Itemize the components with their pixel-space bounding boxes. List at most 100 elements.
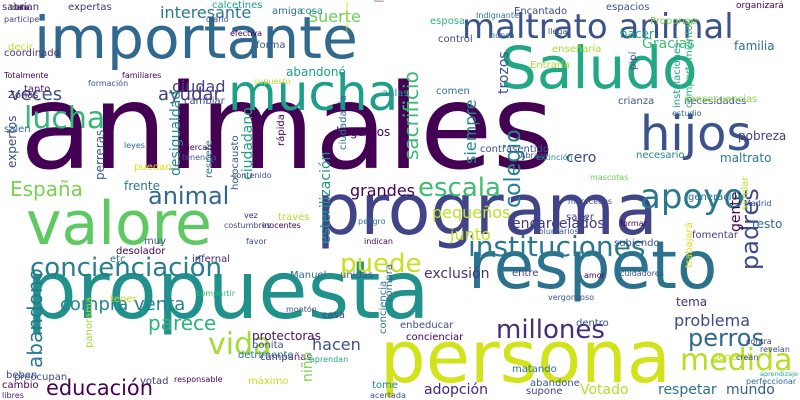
word-frente: frente xyxy=(124,179,160,193)
word-hola: Hola xyxy=(10,3,28,12)
word-mascotas: mascotas xyxy=(590,173,628,182)
word-salen: salen xyxy=(4,124,31,135)
word-respetar: respetar xyxy=(658,382,717,398)
word-infernal: infernal xyxy=(192,254,230,265)
word-escala: escala xyxy=(418,173,501,203)
word-totalmente: Totalmente xyxy=(3,71,49,80)
word-participe: participe xyxy=(4,15,39,24)
word-gente: gente xyxy=(728,192,744,232)
word-responsabilidad: responsabilidad xyxy=(344,1,349,32)
word-esposa: esposa xyxy=(430,16,465,27)
word-vez: vez xyxy=(244,211,258,220)
word-forma: forma xyxy=(256,40,285,51)
word-diario: diario xyxy=(206,15,229,24)
word-expertas: expertas xyxy=(68,2,112,13)
word-bonita: bonita xyxy=(252,340,284,351)
word-contra: contra xyxy=(746,337,772,346)
word-gracias: Gracias xyxy=(642,36,695,52)
word-madrid: Madrid xyxy=(744,199,771,208)
word-costumbres: costumbres xyxy=(224,221,271,230)
word-espacios: espacios xyxy=(606,2,649,13)
word-respeto: respeto xyxy=(468,227,717,304)
word-llegar: llegar xyxy=(548,27,571,36)
word-llegamos: llegamos xyxy=(336,125,390,139)
word-inocentes: inocentes xyxy=(262,221,301,230)
word-junto: junto xyxy=(449,225,491,244)
word-tome: tome xyxy=(372,380,398,391)
word-conciencia: conciencia xyxy=(378,281,389,334)
word-abandone: abandone xyxy=(530,378,580,389)
word-vergonzoso: vergonzoso xyxy=(548,293,594,302)
word-compartir: compartir xyxy=(196,289,236,298)
word-programa: programa xyxy=(316,169,658,251)
word-propongo: Propongo xyxy=(650,16,697,27)
word-efectiva: efectiva xyxy=(230,29,262,38)
word-adopción: adopción xyxy=(424,382,488,398)
word-problema: problema xyxy=(674,311,750,330)
word-calcetines: calcetines xyxy=(212,0,262,11)
word-españa: España xyxy=(10,177,83,201)
word-ciudadanía: ciudadanía xyxy=(337,95,349,150)
word-través: través xyxy=(278,211,309,223)
word-perfeccionar: perfeccionar xyxy=(746,377,797,386)
word-detrimento: detrimento xyxy=(238,350,294,361)
word-holocausto: holocausto xyxy=(230,135,241,190)
word-niño: niño xyxy=(300,352,316,382)
word-supuesto: supuesto xyxy=(254,77,291,86)
word-padres: padres xyxy=(736,188,764,270)
word-respete: respete xyxy=(204,140,215,178)
word-hijos: hijos xyxy=(640,106,751,162)
word-maltrato-animal: maltrato animal xyxy=(462,7,734,47)
word-similar: similar xyxy=(740,176,751,210)
word-mucha: mucha xyxy=(228,64,398,122)
word-trozos: trozos xyxy=(496,51,512,94)
word-crianza: crianza xyxy=(618,96,654,107)
word-rápida: rápida xyxy=(275,114,287,146)
word-votado: Votado xyxy=(580,382,629,398)
word-nunca: nunca xyxy=(490,31,515,40)
word-ciudadano: ciudadano xyxy=(240,107,256,180)
word-colegio: colegio xyxy=(501,129,526,208)
word-pipí: pipí xyxy=(627,51,639,70)
word-unidas: unidas xyxy=(340,270,373,281)
word-siempre: siempre xyxy=(461,100,480,164)
word-familiares: familiares xyxy=(122,71,161,80)
word-ciudad: ciudad xyxy=(172,77,226,96)
word-cero: cero xyxy=(566,150,596,166)
word-animales: animales xyxy=(20,58,554,196)
word-responsable: responsable xyxy=(174,375,223,384)
word-cosa: cosa xyxy=(300,6,323,17)
word-enbeducar: enbeducar xyxy=(400,320,454,331)
word-abandono: abandono xyxy=(23,268,47,368)
word-perros: perros xyxy=(688,324,764,352)
word-cambio: cambio xyxy=(2,380,39,391)
word-formar: formar xyxy=(620,219,648,228)
word-veces: veces xyxy=(10,84,62,105)
word-encantado: Encantado xyxy=(514,6,567,17)
word-dentro: dentro xyxy=(576,318,609,329)
word-resto: resto xyxy=(752,217,782,231)
word-sacrificio: sacrificio xyxy=(399,71,423,160)
word-supone: supone xyxy=(526,386,563,397)
word-suerte: Suerte xyxy=(308,7,361,26)
word-campañas: campañas xyxy=(260,352,312,363)
word-medida: medida xyxy=(680,343,793,378)
word-general: general xyxy=(712,352,750,363)
word-contrasentido: contrasentido xyxy=(480,144,549,155)
word-comen: comen xyxy=(436,86,470,97)
word-protectoras: protectoras xyxy=(252,329,321,343)
word-parece: parece xyxy=(148,311,216,335)
word-revelan: revelan xyxy=(760,345,790,354)
word-indican: indican xyxy=(364,237,393,246)
word-control: control xyxy=(438,34,473,45)
word-encarcelados: encarcelados xyxy=(512,216,605,232)
word-mercados: mercados xyxy=(182,143,221,152)
word-casa: casa xyxy=(322,310,345,321)
word-animal: animal xyxy=(148,182,229,210)
word-fomentar: fomentar xyxy=(692,230,739,241)
word-concienciar: concienciar xyxy=(406,332,464,343)
word-votad: votad xyxy=(140,376,168,387)
word-compra-venta: compra venta xyxy=(60,294,185,315)
